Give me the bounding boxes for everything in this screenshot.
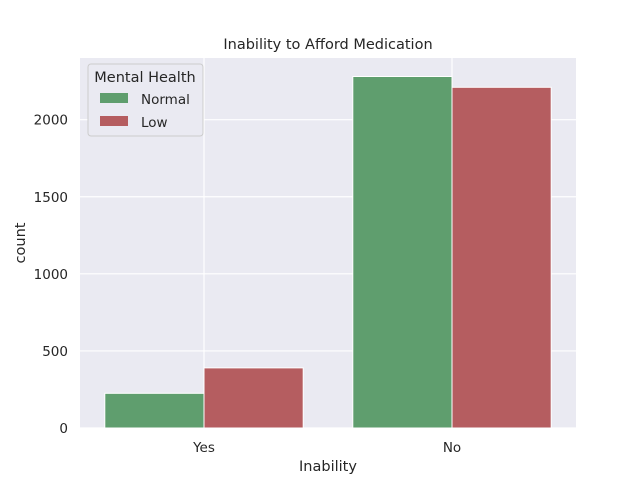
y-tick-label: 1500 [34, 190, 68, 206]
bar-low-yes [203, 367, 304, 429]
bar-normal-no [352, 76, 453, 429]
bar-normal-yes [104, 392, 205, 429]
legend-title: Mental Health [94, 70, 195, 86]
chart-title: Inability to Afford Medication [223, 37, 432, 53]
x-tick-label: No [443, 440, 461, 456]
y-tick-label: 500 [42, 344, 68, 360]
y-tick-label: 1000 [34, 267, 68, 283]
bars [104, 76, 552, 429]
legend-swatch-normal [100, 93, 128, 103]
y-axis-label: count [13, 222, 29, 263]
legend: Mental Health Normal Low [87, 63, 204, 137]
legend-label-normal: Normal [141, 92, 190, 108]
legend-label-low: Low [141, 115, 168, 131]
x-tick-labels: Yes No [192, 440, 461, 456]
y-tick-label: 2000 [34, 113, 68, 129]
bar-low-no [451, 86, 552, 429]
y-tick-labels: 0 500 1000 1500 2000 [34, 113, 68, 437]
y-tick-label: 0 [59, 421, 68, 437]
x-tick-label: Yes [192, 440, 215, 456]
x-axis-label: Inability [299, 459, 357, 475]
legend-swatch-low [100, 116, 128, 126]
